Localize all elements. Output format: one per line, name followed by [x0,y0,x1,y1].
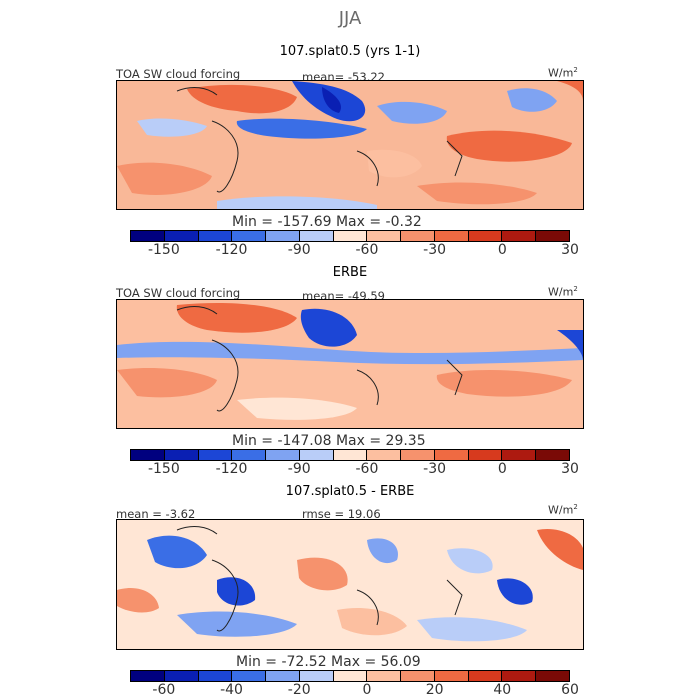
colorbar-cell [401,450,435,460]
colorbar-tick-label: 30 [561,242,579,258]
panel-1-map [116,80,584,210]
colorbar-tick-label: 0 [497,242,507,258]
colorbar-tick-label: 0 [362,682,372,698]
colorbar-cell [164,231,199,241]
colorbar-cell [232,231,267,241]
colorbar-cell [299,671,334,681]
panel-2-units: W/m2 [548,285,578,299]
panel-2-title: ERBE [332,265,368,280]
panel-3-minmax: Min = -72.52 Max = 56.09 [236,654,421,670]
colorbar-cell [468,450,503,460]
colorbar-cell [299,450,334,460]
colorbar-tick-label: -40 [220,682,243,698]
colorbar-cell [434,231,469,241]
colorbar-tick-label: -120 [215,242,248,258]
colorbar-cell [468,231,503,241]
colorbar-tick-label: 0 [497,461,507,477]
colorbar-tick-label: -30 [423,461,447,477]
colorbar-cell [232,450,267,460]
colorbar-cell [131,231,165,241]
panel-1-field-label: TOA SW cloud forcing [116,67,241,81]
colorbar-tick-label: 30 [561,461,579,477]
colorbar-cell [468,671,503,681]
colorbar-cell [164,671,199,681]
colorbar-cell [299,231,334,241]
colorbar-cell [232,671,267,681]
colorbar-cell [266,450,300,460]
colorbar-cell [536,450,569,460]
panel-1-title: 107.splat0.5 (yrs 1-1) [279,44,421,59]
panel-2-map-svg [117,300,583,428]
colorbar-tick-label: -90 [287,242,311,258]
colorbar-tick-label: -20 [287,682,311,698]
colorbar-cell [502,450,537,460]
panel-1-map-svg [117,81,583,209]
panel-2-field-label: TOA SW cloud forcing [116,286,241,300]
panel-3-colorbar [130,670,570,682]
colorbar-tick-label: 20 [425,682,444,698]
colorbar-tick-label: 40 [493,682,512,698]
panel-3-mean-label: mean = -3.62 [116,507,196,521]
colorbar-cell [198,671,233,681]
colorbar-cell [333,231,368,241]
colorbar-cell [198,231,233,241]
colorbar-cell [502,671,537,681]
colorbar-cell [266,231,300,241]
colorbar-cell [434,450,469,460]
colorbar-cell [333,671,368,681]
colorbar-tick-label: -90 [287,461,311,477]
panel-1-colorbar [130,230,570,242]
colorbar-cell [367,671,402,681]
colorbar-cell [367,231,402,241]
panel-3-map-svg [117,520,583,649]
colorbar-cell [131,671,165,681]
colorbar-cell [536,671,569,681]
panel-1-units: W/m2 [548,66,578,80]
panel-3-map [116,519,584,650]
colorbar-cell [434,671,469,681]
colorbar-tick-label: -150 [147,242,180,258]
panel-2-map [116,299,584,429]
colorbar-tick-label: -150 [147,461,180,477]
colorbar-tick-label: -60 [152,682,176,698]
colorbar-cell [367,450,402,460]
colorbar-tick-label: -60 [355,242,379,258]
colorbar-cell [198,450,233,460]
panel-2-colorbar [130,449,570,461]
colorbar-cell [401,671,435,681]
panel-1-minmax: Min = -157.69 Max = -0.32 [232,214,422,230]
colorbar-cell [333,450,368,460]
panel-3-rmse-label: rmse = 19.06 [302,507,381,521]
colorbar-tick-label: 60 [561,682,579,698]
colorbar-cell [266,671,300,681]
main-title: JJA [338,8,362,29]
colorbar-cell [536,231,569,241]
panel-2-minmax: Min = -147.08 Max = 29.35 [232,433,426,449]
colorbar-cell [131,450,165,460]
colorbar-tick-label: -30 [423,242,447,258]
colorbar-tick-label: -60 [355,461,379,477]
panel-3-units: W/m2 [548,503,578,517]
colorbar-tick-label: -120 [215,461,248,477]
colorbar-cell [164,450,199,460]
panel-3-title: 107.splat0.5 - ERBE [285,484,415,499]
colorbar-cell [502,231,537,241]
colorbar-cell [401,231,435,241]
